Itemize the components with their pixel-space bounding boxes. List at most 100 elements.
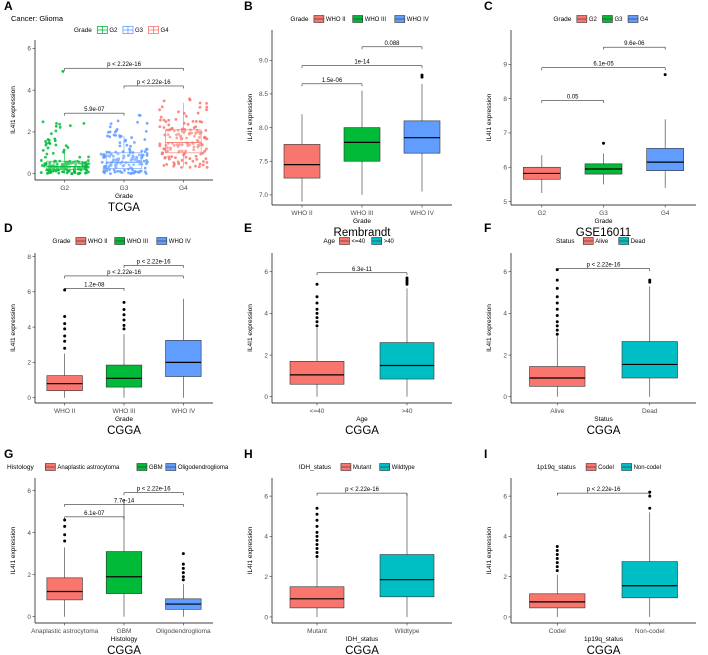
box-who-iv <box>165 298 202 398</box>
outlier-point <box>122 313 126 317</box>
comparison-bracket: 0.05 <box>541 94 604 103</box>
data-point <box>139 169 143 173</box>
data-point <box>179 135 183 139</box>
outlier-point <box>555 314 559 317</box>
box-g3 <box>584 141 623 185</box>
data-point <box>133 158 137 161</box>
data-point <box>192 148 196 151</box>
data-point <box>66 146 70 149</box>
data-point <box>203 135 207 139</box>
outlier-point <box>315 307 319 311</box>
legend: 1p19q_status Codel Non-codel <box>537 463 661 471</box>
box-body <box>379 342 435 380</box>
data-point <box>143 166 147 170</box>
y-axis-title: IL4I1 expression <box>486 526 493 574</box>
outlier-point <box>315 551 319 555</box>
data-point <box>125 143 129 147</box>
comparison-bracket: p < 2.22e-16 <box>557 263 650 272</box>
data-point <box>143 150 147 154</box>
data-point <box>162 118 166 122</box>
legend: Grade WHO II WHO III WHO IV <box>52 237 191 245</box>
y-tick-label: 0 <box>27 614 31 621</box>
legend-title: Grade <box>74 27 92 34</box>
legend-label: G3 <box>614 17 623 23</box>
data-point <box>109 122 113 126</box>
p-value-label: p < 2.22e-16 <box>137 259 172 265</box>
legend-title: Grade <box>52 238 70 245</box>
x-tick-label: >40 <box>401 408 412 415</box>
box-body <box>289 586 345 609</box>
data-point <box>47 138 51 142</box>
y-tick-label: 7.0 <box>259 192 268 199</box>
data-point <box>165 162 169 166</box>
bracket-line <box>541 67 666 71</box>
data-point <box>127 153 131 157</box>
outlier-point <box>405 276 409 280</box>
box-body <box>105 551 143 594</box>
y-tick-label: 7 <box>503 130 507 137</box>
data-point <box>166 146 169 150</box>
data-point <box>118 135 122 139</box>
data-point <box>205 165 209 169</box>
data-point <box>68 124 72 127</box>
y-tick-label: 0 <box>264 394 268 401</box>
panel-label: F <box>484 221 491 235</box>
bracket-line <box>557 492 650 496</box>
data-point <box>158 125 162 129</box>
y-tick-label: 8.0 <box>259 125 268 132</box>
box-body <box>646 148 684 171</box>
x-tick-label: Non-codel <box>635 628 665 635</box>
dataset-title: CGGA <box>107 425 141 437</box>
data-point <box>194 119 198 123</box>
outlier-point <box>122 327 126 331</box>
x-tick-label: Alive <box>550 408 564 415</box>
comparison-bracket: 5.9e-07 <box>64 107 125 116</box>
y-tick-label: 6 <box>264 493 268 500</box>
data-point <box>135 159 139 163</box>
data-point <box>41 120 45 124</box>
data-point <box>108 125 112 129</box>
box-body <box>343 127 381 162</box>
data-point <box>167 155 171 159</box>
dataset-title: TCGA <box>108 202 140 214</box>
legend-label: Alive <box>595 239 609 245</box>
data-point <box>122 154 126 158</box>
data-point <box>172 143 176 147</box>
data-point <box>113 130 117 134</box>
data-point <box>166 149 170 153</box>
p-value-label: p < 2.22e-16 <box>137 80 172 86</box>
data-point <box>102 167 106 170</box>
data-point <box>57 171 61 175</box>
x-axis-title: IDH_status <box>346 636 379 643</box>
x-tick-label: WHO II <box>54 408 75 415</box>
data-point <box>176 160 180 164</box>
outlier-point <box>555 324 559 328</box>
bracket-line <box>64 288 125 291</box>
box-codel <box>529 544 586 617</box>
outlier-point <box>181 562 185 566</box>
y-axis-title: IL4I1 expression <box>10 526 17 574</box>
data-point <box>162 164 166 167</box>
data-point <box>205 137 209 141</box>
data-point <box>145 121 149 125</box>
outlier-point <box>405 282 409 286</box>
data-point <box>132 155 135 159</box>
data-point <box>102 153 106 156</box>
data-point <box>109 163 112 167</box>
y-tick-label: 6 <box>503 493 507 500</box>
bracket-line <box>541 100 604 103</box>
bracket-line <box>123 492 184 496</box>
data-point <box>159 118 162 122</box>
data-point <box>192 134 196 138</box>
bracket-line <box>603 46 666 50</box>
legend-label: WHO II <box>326 17 346 23</box>
data-point <box>127 163 131 167</box>
data-point <box>180 166 183 169</box>
outlier-point <box>181 571 185 575</box>
panel-d: D Grade WHO II WHO III WHO IV 0 2 4 6 8 WHO II WHO … <box>4 221 213 437</box>
outlier-point <box>122 318 126 322</box>
x-axis-title: Grade <box>594 218 612 225</box>
outlier-point <box>63 339 67 343</box>
outlier-point <box>315 512 319 516</box>
